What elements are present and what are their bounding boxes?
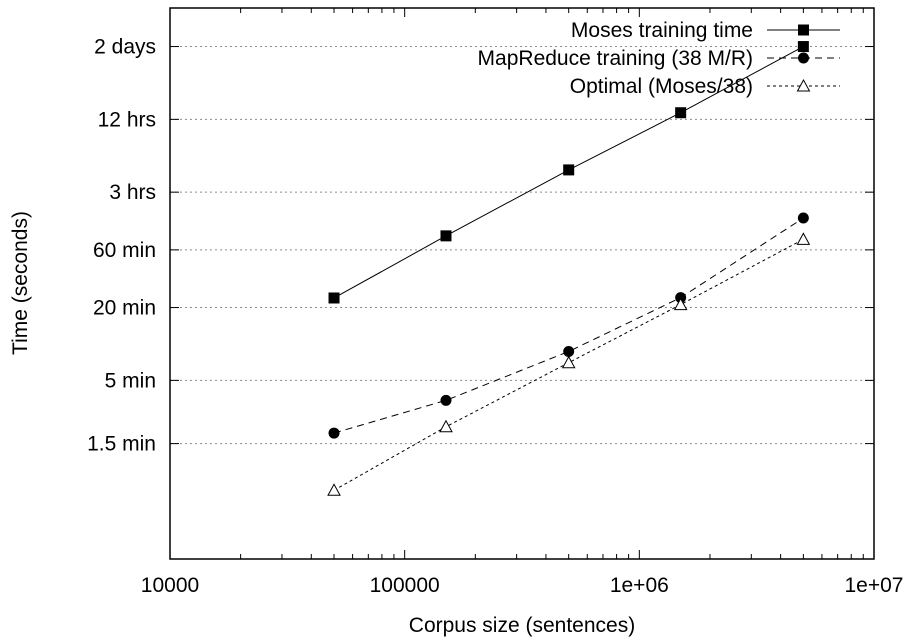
y-tick-label: 2 days [94, 36, 156, 59]
y-tick-label: 1.5 min [87, 433, 156, 456]
x-axis-label: Corpus size (sentences) [409, 614, 635, 637]
series-1-point [328, 292, 340, 304]
series-2-point [797, 212, 809, 224]
y-tick-label: 12 hrs [98, 108, 156, 131]
x-tick-label: 100000 [370, 574, 440, 597]
series-3-point [796, 232, 811, 245]
y-tick-label: 60 min [93, 239, 156, 262]
plot-frame [169, 7, 875, 560]
legend: Moses training time MapReduce training (3… [478, 19, 840, 98]
series-3 [327, 232, 811, 496]
data-series [327, 41, 811, 496]
series-3-point [439, 419, 453, 433]
series-1-point [563, 164, 575, 176]
series-3-line [333, 238, 804, 491]
series-1-point [440, 230, 452, 242]
series-2-point [328, 427, 340, 439]
series-1-point [675, 107, 687, 119]
series-1 [328, 41, 809, 304]
x-tick-label: 10000 [141, 574, 199, 597]
series-2-point [563, 345, 575, 357]
y-tick-label: 3 hrs [109, 181, 156, 204]
y-tick-label: 5 min [105, 369, 156, 392]
legend-label: MapReduce training (38 M/R) [478, 47, 753, 70]
series-3-point [561, 355, 576, 369]
x-tick-label: 1e+06 [610, 574, 669, 597]
grid-lines [170, 46, 874, 445]
x-tick-label: 1e+07 [845, 574, 904, 597]
series-1-point [797, 41, 809, 53]
legend-marker [798, 52, 809, 64]
axis-ticks: 1.5 min 5 min 20 min 60 min 3 hrs 12 hrs 2 day… [87, 8, 903, 597]
series-3-point [327, 483, 341, 496]
legend-marker [798, 24, 809, 36]
series-3-point [673, 297, 688, 311]
y-axis-label: Time (seconds) [9, 211, 32, 355]
series-2-line [333, 217, 804, 434]
y-tick-label: 20 min [93, 297, 156, 320]
series-2-point [440, 394, 452, 406]
legend-label: Optimal (Moses/38) [570, 75, 753, 98]
legend-label: Moses training time [571, 19, 753, 42]
series-2 [328, 212, 809, 439]
legend-marker [796, 78, 811, 92]
